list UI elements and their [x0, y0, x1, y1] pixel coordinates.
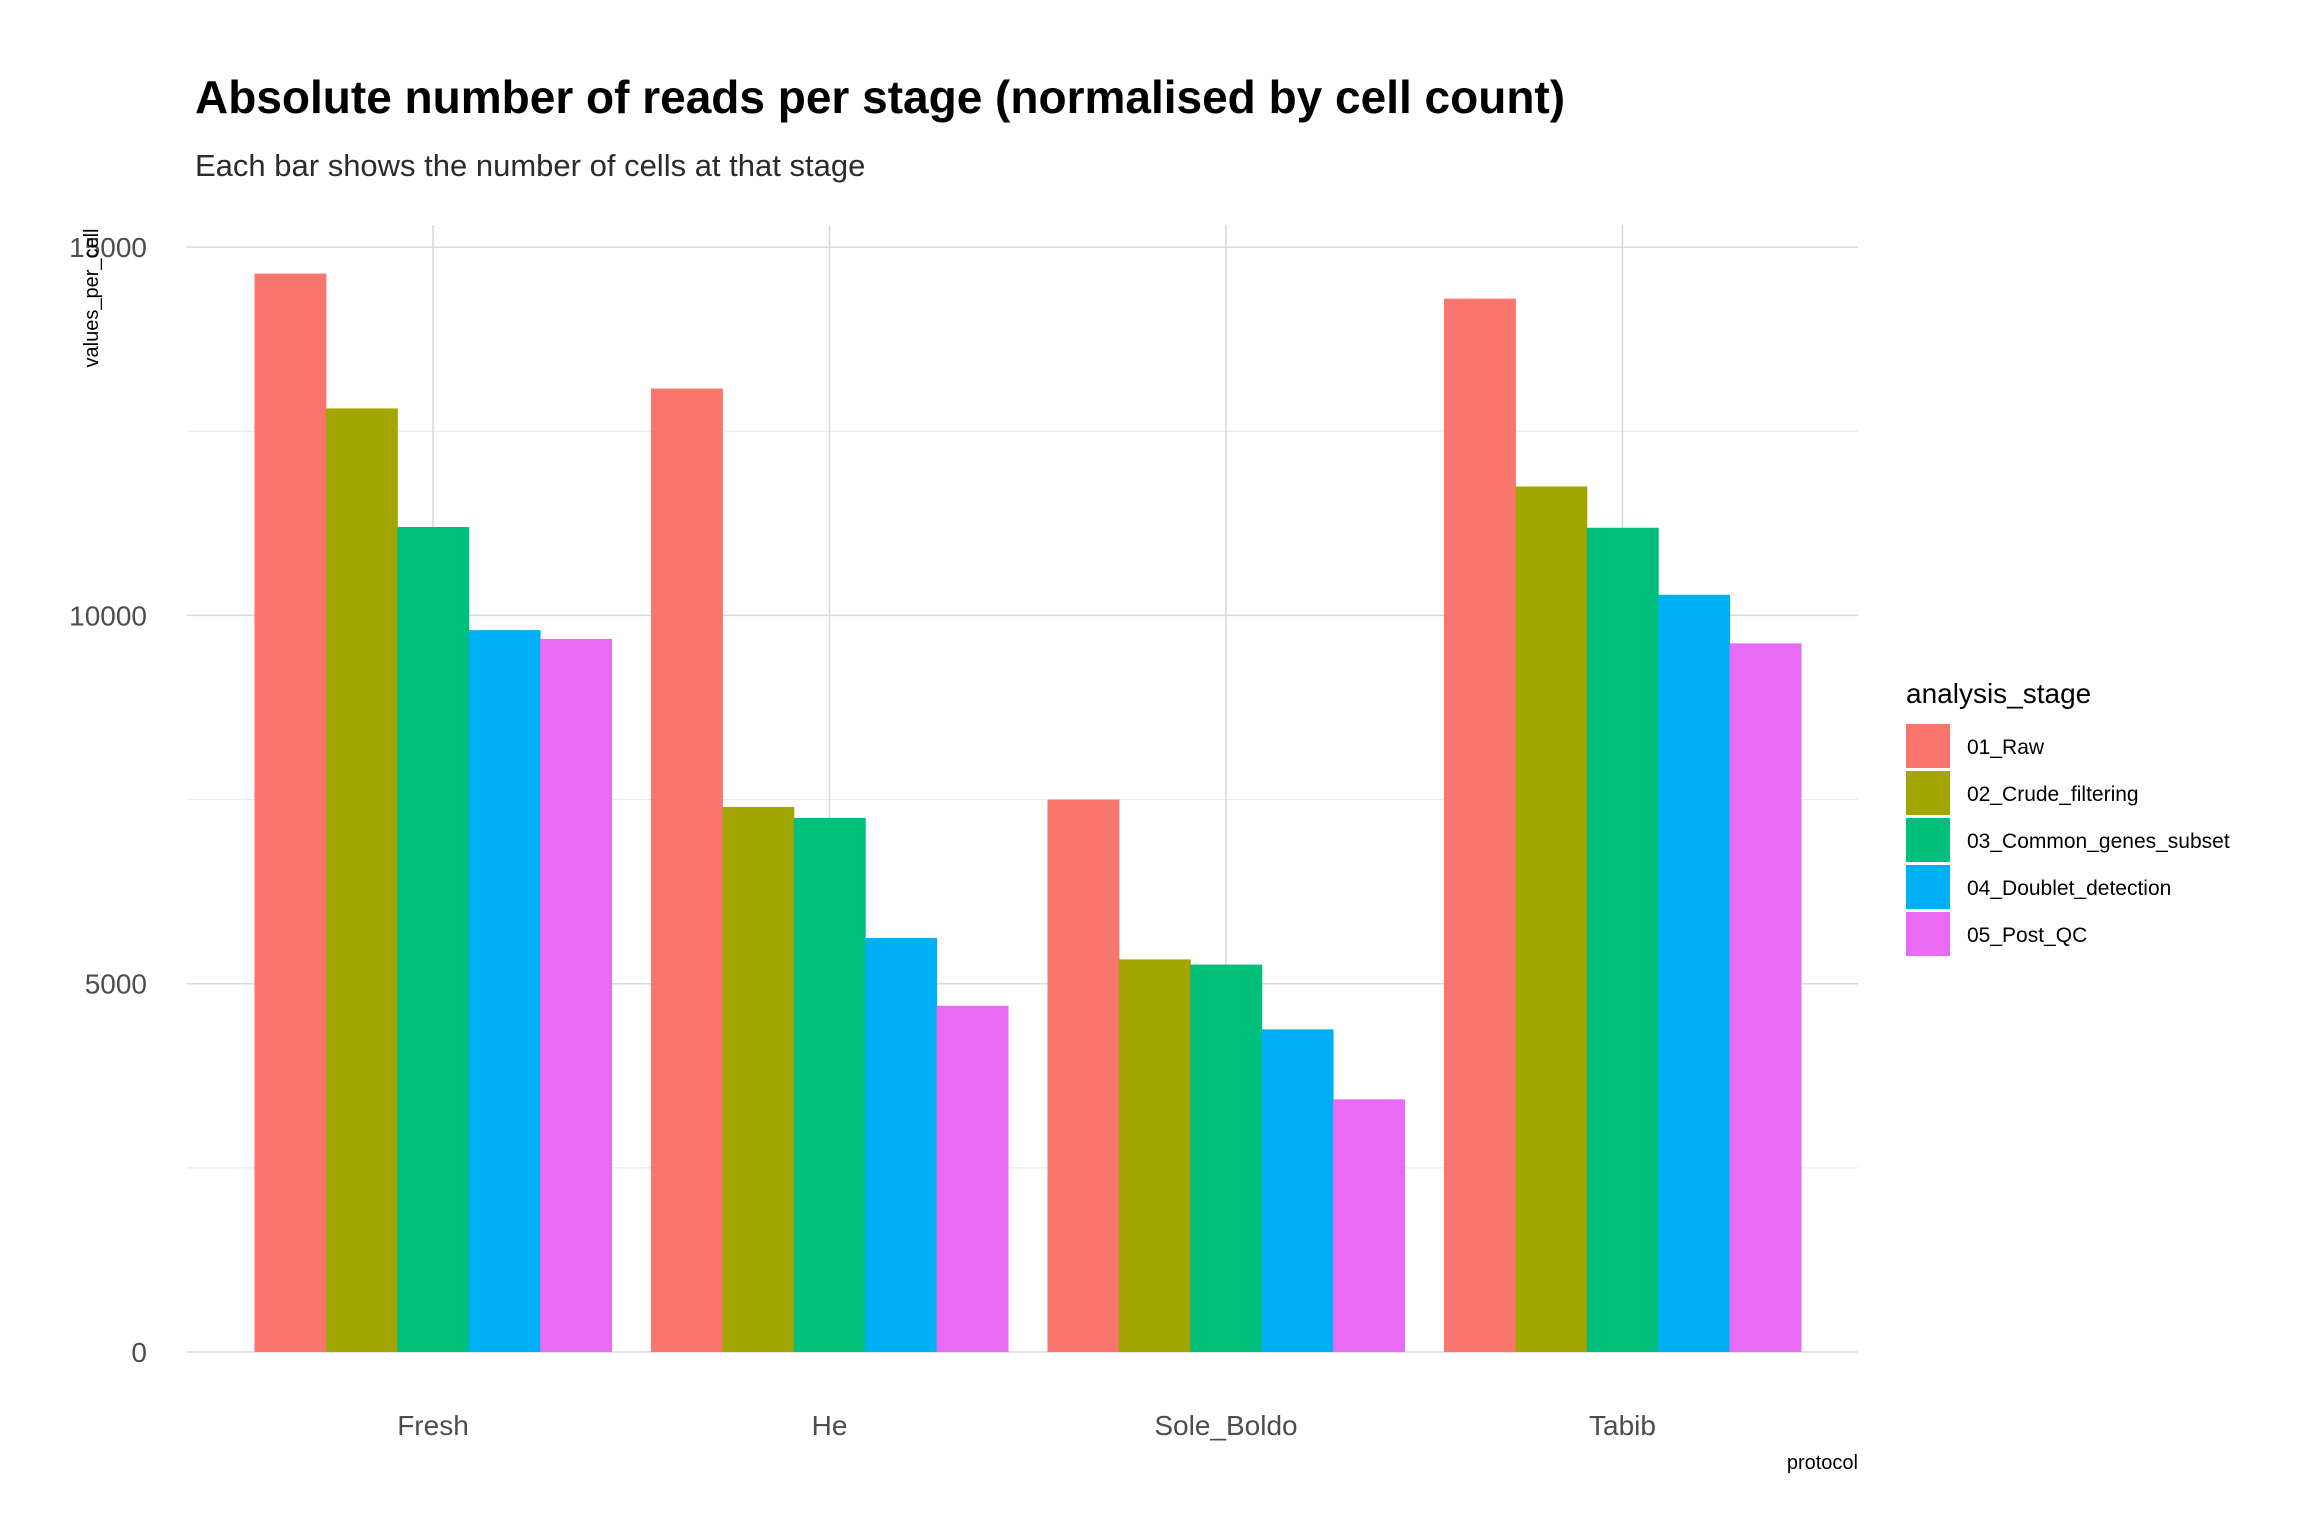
legend-key-04_Doublet_detection: [1906, 865, 1950, 909]
bars: [254, 273, 1802, 1353]
bar-Fresh-03_Common_genes_subset: [397, 527, 470, 1352]
bar-Tabib-04_Doublet_detection: [1658, 594, 1731, 1352]
bar-Tabib-05_Post_QC: [1729, 643, 1802, 1352]
x-tick-label: Tabib: [1589, 1410, 1656, 1441]
legend-label: 03_Common_genes_subset: [1967, 830, 2230, 853]
legend-label: 05_Post_QC: [1967, 924, 2087, 947]
bar-He-05_Post_QC: [936, 1005, 1009, 1352]
bar-Sole_Boldo-05_Post_QC: [1333, 1099, 1405, 1352]
y-tick-label: 0: [131, 1337, 147, 1368]
legend: analysis_stage 01_Raw02_Crude_filtering0…: [1906, 678, 2230, 956]
y-tick-label: 15000: [69, 232, 147, 263]
bar-Fresh-02_Crude_filtering: [325, 408, 398, 1353]
bar-Sole_Boldo-04_Doublet_detection: [1261, 1029, 1334, 1352]
bar-Tabib-01_Raw: [1444, 298, 1516, 1352]
bar-He-01_Raw: [651, 388, 723, 1352]
bar-Fresh-01_Raw: [254, 273, 327, 1352]
legend-items: 01_Raw 02_Crude_filtering 03_Common_genes_…: [1906, 724, 2230, 956]
bar-Sole_Boldo-01_Raw: [1047, 799, 1120, 1352]
legend-key-01_Raw: [1906, 724, 1950, 768]
x-axis-title: protocol: [1787, 1452, 1858, 1474]
y-axis-title: values_per_cell: [81, 229, 103, 368]
bar-Sole_Boldo-03_Common_genes_subset: [1190, 964, 1263, 1352]
x-tick-label: Fresh: [397, 1410, 469, 1441]
chart-subtitle: Each bar shows the number of cells at th…: [195, 148, 865, 183]
bar-He-02_Crude_filtering: [722, 806, 795, 1352]
y-tick-label: 5000: [85, 969, 147, 1000]
chart-title: Absolute number of reads per stage (norm…: [195, 71, 1565, 123]
bar-Fresh-04_Doublet_detection: [468, 630, 541, 1352]
bar-He-03_Common_genes_subset: [793, 817, 866, 1352]
bar-Fresh-05_Post_QC: [540, 638, 612, 1352]
legend-title: analysis_stage: [1906, 678, 2091, 709]
legend-key-03_Common_genes_subset: [1906, 818, 1950, 862]
axis-ticks: 0 5000 10000 15000 Fresh He Sole_Boldo Tabib: [69, 232, 1656, 1441]
y-tick-label: 10000: [69, 600, 147, 631]
bar-He-04_Doublet_detection: [865, 938, 938, 1352]
legend-label: 04_Doublet_detection: [1967, 877, 2171, 900]
x-tick-label: He: [812, 1410, 848, 1441]
legend-label: 02_Crude_filtering: [1967, 783, 2139, 806]
legend-key-05_Post_QC: [1906, 912, 1950, 956]
bar-Tabib-02_Crude_filtering: [1515, 486, 1588, 1352]
bar-Tabib-03_Common_genes_subset: [1586, 527, 1659, 1352]
bar-Sole_Boldo-02_Crude_filtering: [1118, 959, 1191, 1352]
legend-label: 01_Raw: [1967, 736, 2045, 759]
legend-key-02_Crude_filtering: [1906, 771, 1950, 815]
x-tick-label: Sole_Boldo: [1154, 1410, 1297, 1441]
